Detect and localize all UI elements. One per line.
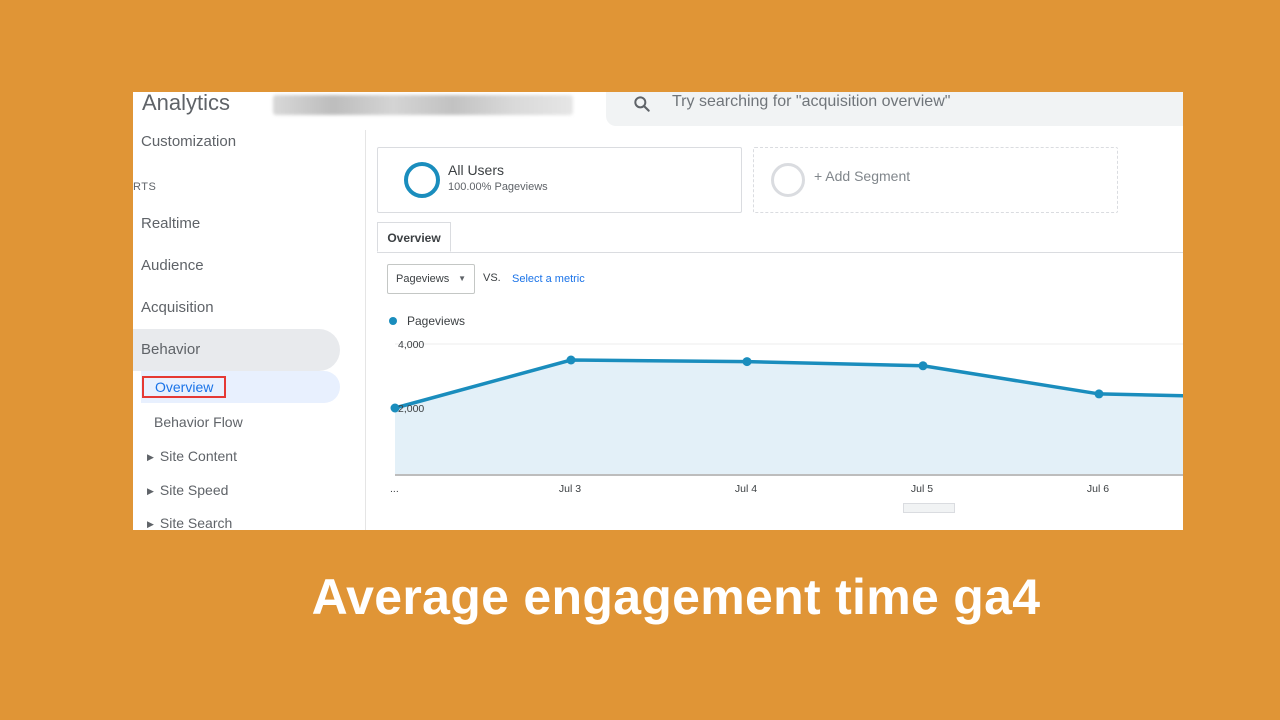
expand-caret-icon: ▶ [147, 452, 154, 462]
segment-circle-icon [404, 162, 440, 198]
vs-label: VS. [483, 272, 501, 284]
y-tick-label: 4,000 [398, 339, 424, 351]
sidebar-subitem-label: Site Content [159, 448, 237, 464]
sidebar-subitem-site-content[interactable]: ▶ Site Content [147, 448, 237, 464]
chart-resize-handle[interactable] [903, 503, 955, 513]
empty-circle-icon [771, 163, 805, 197]
segment-all-users[interactable]: All Users 100.00% Pageviews [377, 147, 742, 213]
sidebar-item-customization[interactable]: Customization [141, 133, 237, 150]
sidebar: Customization RTS Realtime Audience Acqu… [133, 130, 366, 530]
search-input[interactable] [672, 92, 1152, 112]
sidebar-subitem-site-speed[interactable]: ▶ Site Speed [147, 482, 228, 498]
sidebar-subitem-site-search[interactable]: ▶ Site Search [147, 515, 232, 530]
sidebar-subitem-label: Site Search [159, 515, 233, 530]
x-tick-label: Jul 6 [1087, 483, 1109, 495]
app-title: Analytics [142, 92, 231, 115]
data-point [390, 403, 400, 413]
sidebar-subitem-behavior-flow[interactable]: Behavior Flow [154, 414, 243, 430]
caption-title: Average engagement time ga4 [311, 569, 1041, 625]
expand-caret-icon: ▶ [147, 519, 154, 529]
add-segment-button[interactable]: + Add Segment [753, 147, 1118, 213]
tab-row: Overview [377, 222, 1183, 253]
tab-overview[interactable]: Overview [377, 222, 451, 252]
search-bar[interactable] [606, 92, 1183, 126]
select-metric-link[interactable]: Select a metric [512, 273, 585, 285]
sidebar-item-acquisition[interactable]: Acquisition [141, 299, 214, 316]
legend-dot-icon [389, 317, 397, 325]
analytics-screenshot: Analytics Customization RTS Realtime Aud… [133, 92, 1183, 530]
sidebar-item-behavior[interactable]: Behavior [141, 341, 201, 358]
area-fill [395, 360, 1183, 475]
search-icon[interactable] [632, 94, 652, 114]
x-tick-label: Jul 4 [735, 483, 757, 495]
pageviews-chart: 4,000 2,000... Jul 3 Jul 4 Jul 5 Jul 6 [390, 339, 1183, 495]
y-tick-label: 2,000 [398, 403, 424, 415]
metric-dropdown-value: Pageviews [396, 273, 450, 285]
data-point [742, 357, 752, 367]
data-point [566, 355, 576, 365]
sidebar-subitem-overview[interactable]: Overview [142, 376, 227, 398]
x-tick-label: Jul 3 [559, 483, 581, 495]
account-selector-blurred[interactable] [273, 95, 573, 115]
segment-name: All Users [448, 162, 505, 178]
x-tick-label: ... [390, 483, 399, 495]
sidebar-item-realtime[interactable]: Realtime [141, 215, 201, 232]
data-point [1094, 389, 1104, 399]
add-segment-label: + Add Segment [814, 168, 911, 184]
chevron-down-icon: ▼ [458, 274, 466, 283]
legend-label: Pageviews [407, 314, 466, 328]
segment-percentage: 100.00% Pageviews [448, 181, 548, 193]
x-tick-label: Jul 5 [911, 483, 933, 495]
top-bar: Analytics [133, 92, 1183, 130]
main-content: All Users 100.00% Pageviews + Add Segmen… [366, 130, 1183, 530]
expand-caret-icon: ▶ [147, 486, 154, 496]
metric-dropdown[interactable]: Pageviews ▼ [387, 264, 475, 294]
sidebar-section-reports: RTS [133, 181, 157, 193]
data-point [918, 361, 928, 371]
sidebar-subitem-label: Site Speed [159, 482, 229, 498]
sidebar-item-behavior-highlight [133, 329, 340, 371]
series-line-pageviews [394, 358, 1183, 410]
sidebar-item-audience[interactable]: Audience [141, 257, 204, 274]
